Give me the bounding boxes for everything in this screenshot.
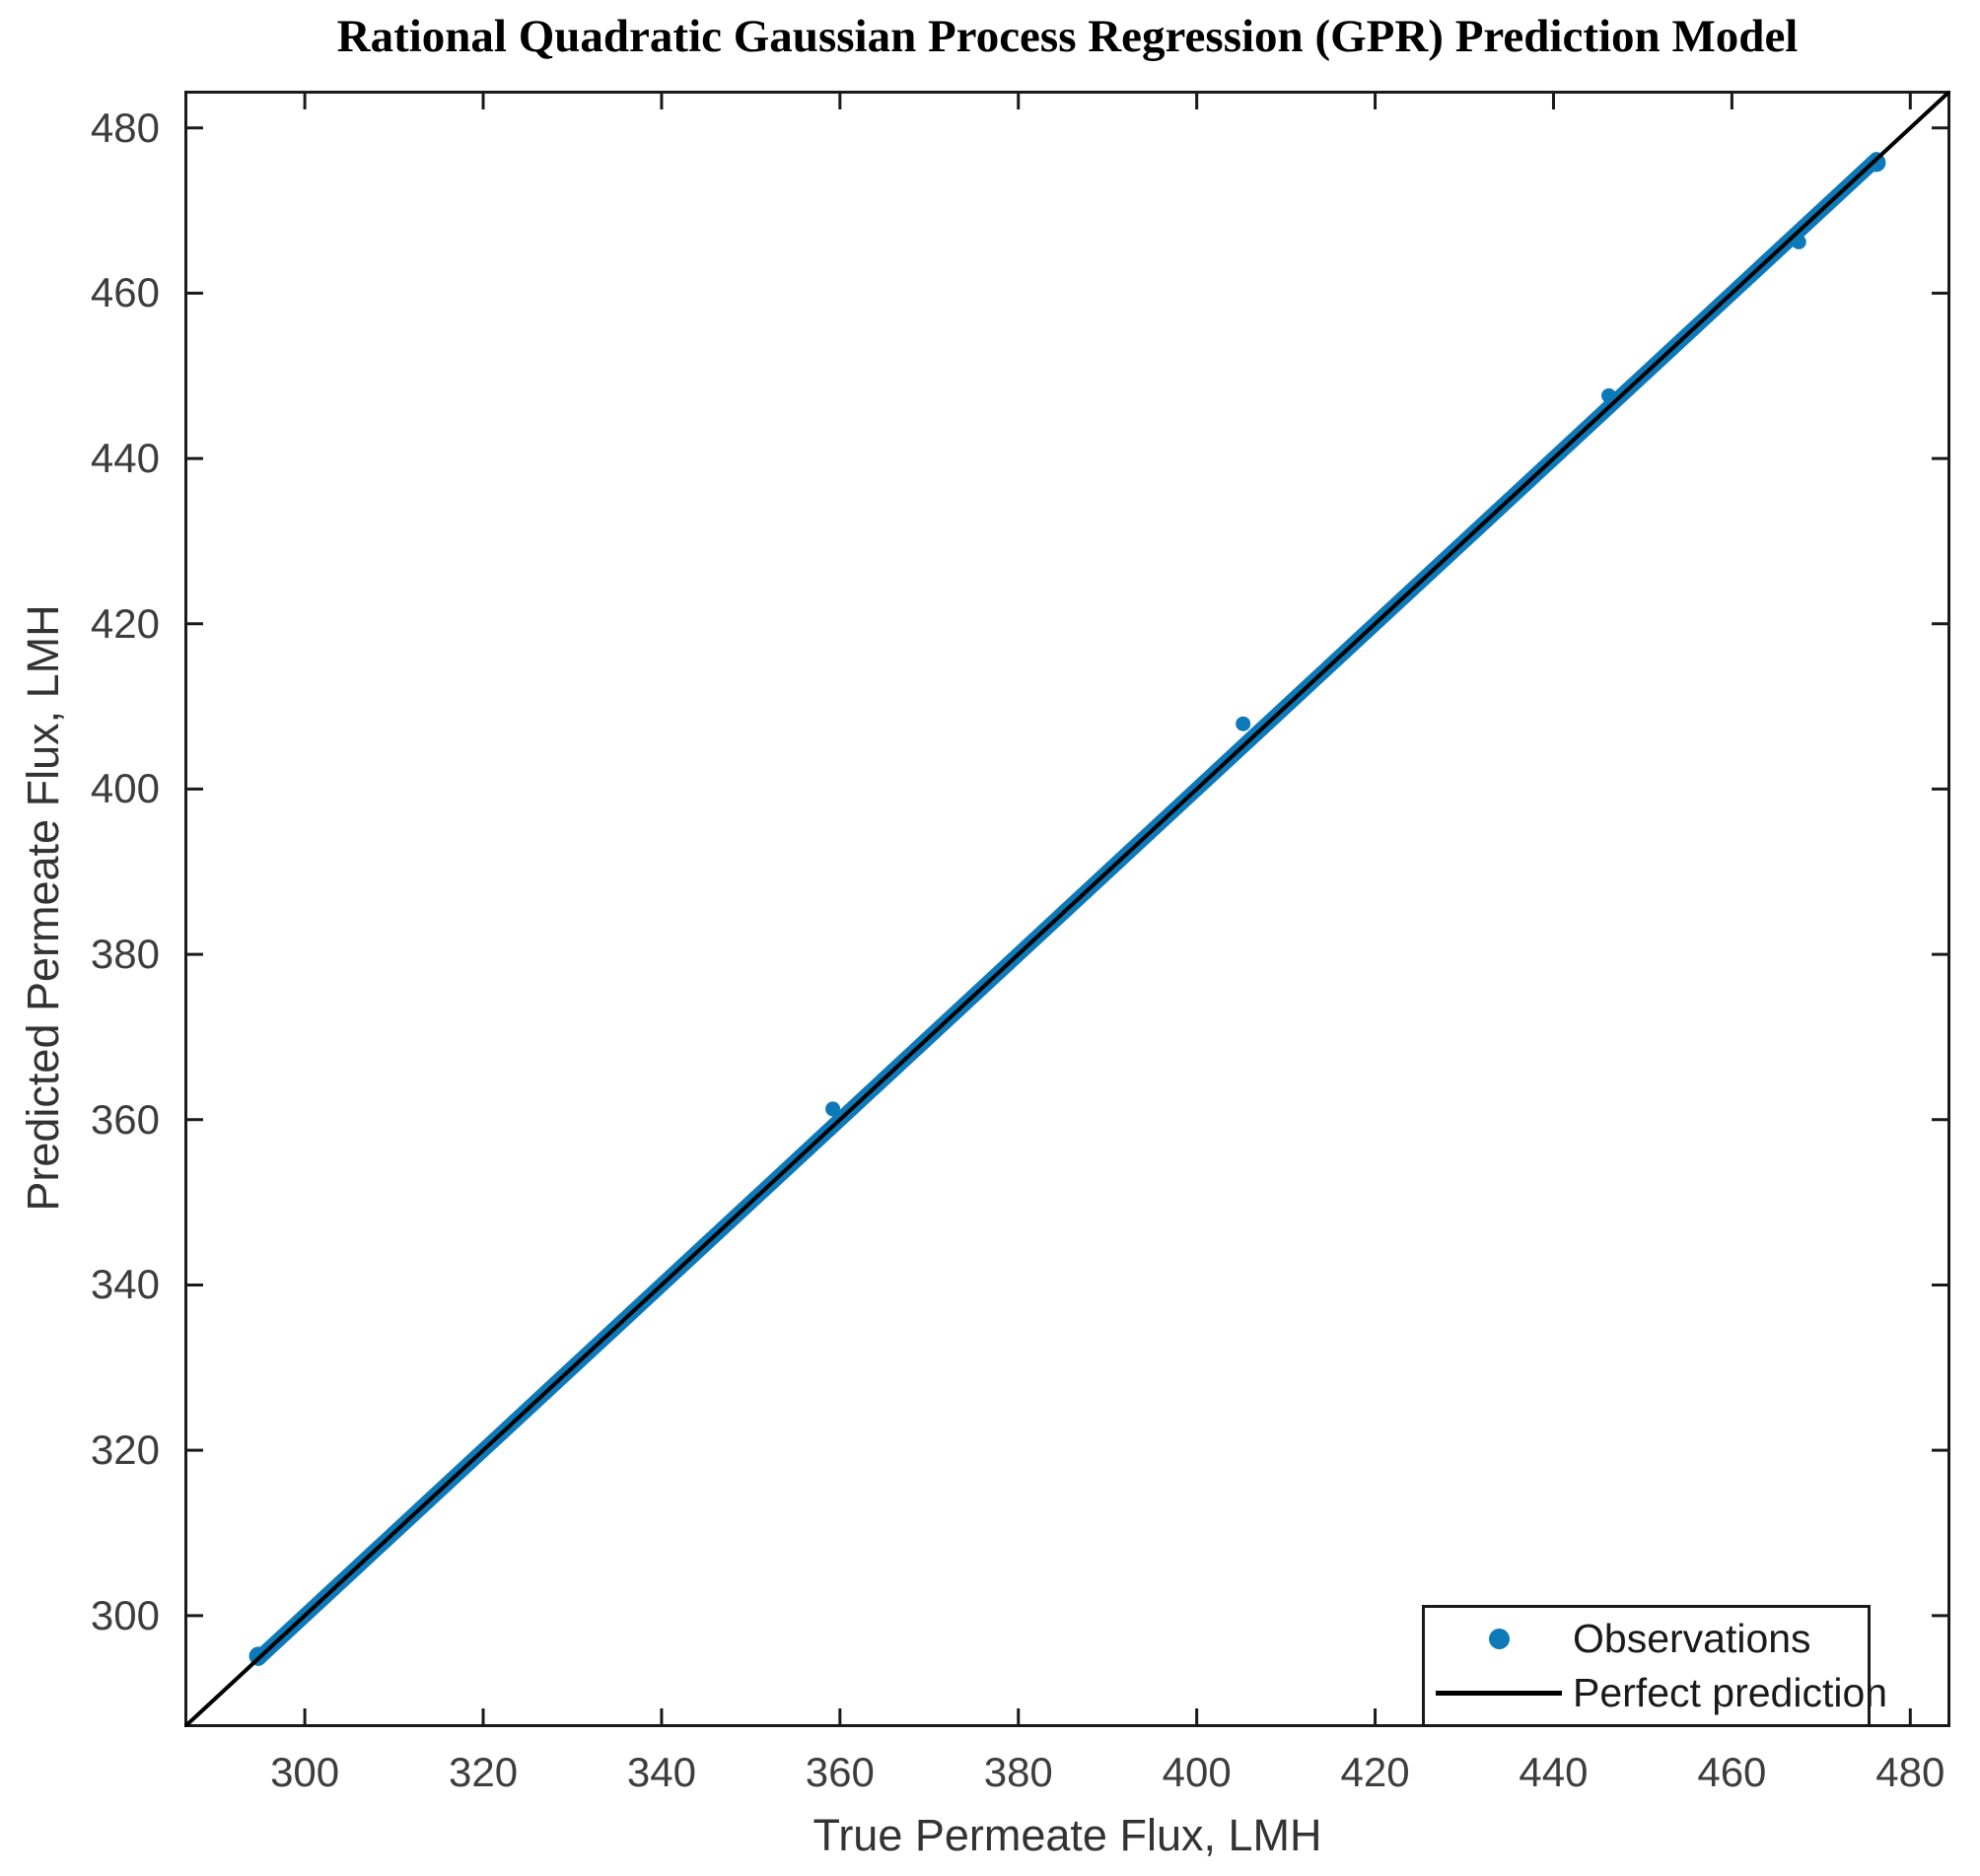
observation-point	[1236, 716, 1251, 731]
legend-label-observations: Observations	[1573, 1616, 1811, 1661]
x-tick-label: 400	[1162, 1749, 1232, 1795]
legend-entry-observations: Observations	[1425, 1616, 1868, 1662]
legend-entry-perfect-prediction: Perfect prediction	[1425, 1670, 1887, 1716]
y-tick-label: 400	[90, 765, 160, 812]
y-tick-label: 360	[90, 1095, 160, 1143]
chart-title: Rational Quadratic Gaussian Process Regr…	[336, 11, 1799, 62]
x-tick-label: 460	[1697, 1749, 1767, 1795]
legend-label-perfect-prediction: Perfect prediction	[1573, 1670, 1888, 1715]
x-tick-label: 440	[1519, 1749, 1589, 1795]
observations-dot-icon	[1488, 1629, 1510, 1649]
x-tick-label: 340	[626, 1749, 696, 1795]
y-tick-label: 320	[90, 1426, 160, 1474]
y-tick-label: 420	[90, 599, 160, 647]
y-tick-label: 440	[90, 435, 160, 482]
legend: Observations Perfect prediction	[1422, 1605, 1887, 1727]
y-axis-label: Predicted Permeate Flux, LMH	[18, 604, 68, 1212]
perfect-prediction-line-icon	[1436, 1691, 1562, 1696]
x-tick-label: 360	[805, 1749, 875, 1795]
y-tick-label: 380	[90, 931, 160, 978]
x-tick-label: 380	[983, 1749, 1053, 1795]
observation-endpoint	[1867, 153, 1886, 173]
observation-point	[825, 1101, 841, 1117]
x-tick-label: 320	[448, 1749, 519, 1795]
chart-svg	[184, 91, 1950, 1727]
x-tick-label: 420	[1340, 1749, 1410, 1795]
observation-point	[1601, 387, 1617, 403]
y-tick-label: 460	[90, 269, 160, 316]
perfect-prediction-line	[184, 91, 1950, 1727]
x-tick-label: 300	[270, 1749, 340, 1795]
y-tick-label: 480	[90, 104, 160, 151]
observation-point	[1791, 234, 1806, 249]
y-tick-label: 300	[90, 1591, 160, 1638]
x-axis-label: True Permeate Flux, LMH	[813, 1810, 1322, 1860]
x-tick-label: 480	[1875, 1749, 1945, 1795]
y-tick-label: 340	[90, 1261, 160, 1308]
plot-area	[184, 91, 1950, 1727]
